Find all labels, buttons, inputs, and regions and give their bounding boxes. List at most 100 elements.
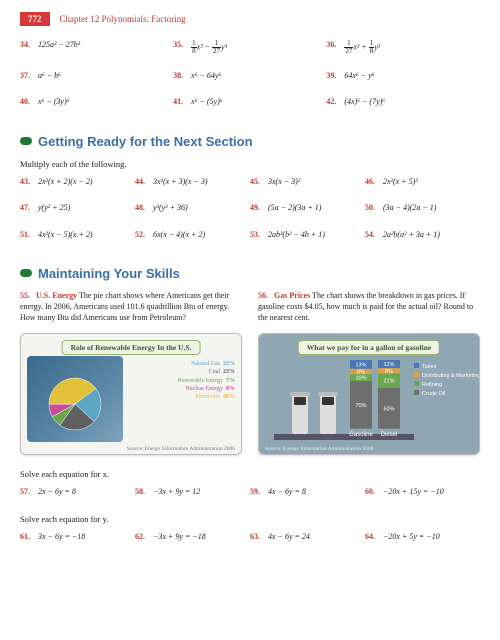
section-heading: Maintaining Your Skills <box>20 266 480 281</box>
problem-expression: (3a − 4)(2a − 1) <box>383 203 436 213</box>
problem-number: 38. <box>173 71 187 80</box>
problem: 35.18x³ − 127y³ <box>173 40 326 55</box>
problem-expression: 4x − 6y = 24 <box>268 532 310 542</box>
section-pill-icon <box>20 137 32 145</box>
legend-item: Petroleum40% <box>178 393 235 401</box>
problem-row: 40.x⁶ − (3y)⁶41.x⁶ − (5y)⁶42.(4x)⁶ − (7y… <box>20 97 480 113</box>
legend-value: 23% <box>223 368 235 376</box>
problem: 43. 2x²(x + 2)(x − 2) <box>20 177 135 187</box>
problem-expression: 2x²(x + 5)² <box>383 177 418 187</box>
svg-text:10%: 10% <box>355 376 366 382</box>
problem-expression: 4x²(x − 5)(x + 2) <box>38 230 93 240</box>
problem-expression: 3x − 6y = −18 <box>38 532 85 542</box>
problem: 59.4x − 6y = 8 <box>250 487 365 497</box>
problem-row: 47.y(y² + 25)48.y³(y² + 36)49.(5a − 2)(3… <box>20 203 480 219</box>
problem-number: 46. <box>365 177 379 186</box>
problem: 39.64x⁶ − y⁶ <box>326 71 479 81</box>
chart-photo-area <box>27 356 123 442</box>
legend-item: Nuclear Energy8% <box>178 385 235 393</box>
problem: 37. a⁶ − b⁶ <box>20 71 173 81</box>
legend-value: 7% <box>226 377 235 385</box>
pie-chart-card: Role of Renewable Energy In the U.S. Nat… <box>20 333 242 455</box>
section-title: Getting Ready for the Next Section <box>38 134 253 149</box>
legend-value: 8% <box>226 385 235 393</box>
problem: 45. 3x(x − 3)² <box>250 177 365 187</box>
problem-expression: 127x³ + 18y³ <box>344 40 380 55</box>
problem: 60. −20x + 15y = −10 <box>365 487 480 497</box>
legend-value: 23% <box>223 360 235 368</box>
instruction-text: Solve each equation for x. <box>20 469 480 479</box>
problem: 42. (4x)⁶ − (7y)⁶ <box>326 97 479 107</box>
section-title: Maintaining Your Skills <box>38 266 180 281</box>
page-number: 772 <box>20 12 50 26</box>
legend-label: Petroleum <box>195 393 220 401</box>
svg-text:21%: 21% <box>383 379 394 385</box>
problem-expression: 4x − 6y = 8 <box>268 487 306 497</box>
svg-text:60%: 60% <box>383 407 394 413</box>
problem-number: 61. <box>20 532 34 541</box>
chart-source: Source: Energy Information Administratio… <box>27 446 235 452</box>
problem-number: 43. <box>20 177 34 186</box>
problem-number: 44. <box>135 177 149 186</box>
chart-legend: Natural Gas23%Coal23%Renewable Energy7%N… <box>178 360 235 400</box>
problem-number: 45. <box>250 177 264 186</box>
problem: 34.125a³ − 27b³ <box>20 40 173 55</box>
problem-number: 40. <box>20 97 34 106</box>
problem-expression: 125a³ − 27b³ <box>38 40 80 50</box>
problem-row: 51.4x²(x − 5)(x + 2)52.6x(x − 4)(x + 2)5… <box>20 230 480 246</box>
problem: 36.127x³ + 18y³ <box>326 40 479 55</box>
problem: 64.−20x + 5y = −10 <box>365 532 480 542</box>
problem-number: 58. <box>135 487 149 496</box>
problem-expression: 2a²b(a² + 3a + 1) <box>383 230 440 240</box>
stacked-bar-card: What we pay for in a gallon of gasoline … <box>258 333 480 455</box>
problem-number: 52. <box>135 230 149 239</box>
legend-label: Renewable Energy <box>178 377 223 385</box>
svg-text:Refining: Refining <box>422 382 442 388</box>
problem-expression: −3x + 9y = 12 <box>153 487 200 497</box>
chapter-title: Chapter 12 Polynomials: Factoring <box>60 14 186 24</box>
svg-text:Diesel: Diesel <box>381 432 398 438</box>
problem-number: 54. <box>365 230 379 239</box>
problem-expression: 2ab³(b² − 4b + 1) <box>268 230 325 240</box>
problem: 44.3x²(x + 3)(x − 3) <box>135 177 250 187</box>
problem: 54. 2a²b(a² + 3a + 1) <box>365 230 480 240</box>
problem: 38.x⁶ − 64y⁶ <box>173 71 326 81</box>
problem: 58. −3x + 9y = 12 <box>135 487 250 497</box>
word-problem: 56. Gas Prices The chart shows the break… <box>258 291 480 323</box>
problem-expression: a⁶ − b⁶ <box>38 71 61 81</box>
legend-value: 40% <box>223 393 235 401</box>
instruction-text: Multiply each of the following. <box>20 159 480 169</box>
problem-number: 63. <box>250 532 264 541</box>
instruction-text: Solve each equation for y. <box>20 514 480 524</box>
problem-topic: Gas Prices <box>274 291 310 300</box>
word-problem: 55. U.S. Energy The pie chart shows wher… <box>20 291 242 323</box>
problem-expression: −20x + 15y = −10 <box>383 487 444 497</box>
problem-expression: 2x²(x + 2)(x − 2) <box>38 177 93 187</box>
problem-expression: (4x)⁶ − (7y)⁶ <box>344 97 385 107</box>
problem: 52.6x(x − 4)(x + 2) <box>135 230 250 240</box>
legend-label: Nuclear Energy <box>185 385 223 393</box>
section-pill-icon <box>20 269 32 277</box>
problem-number: 37. <box>20 71 34 80</box>
chart-title: Role of Renewable Energy In the U.S. <box>62 340 201 355</box>
problem-number: 60. <box>365 487 379 496</box>
svg-text:13%: 13% <box>355 363 366 369</box>
problem-number: 42. <box>326 97 340 106</box>
problem-row: 57.2x − 6y = 858.−3x + 9y = 1259.4x − 6y… <box>20 487 480 503</box>
chart-source: Source: Energy Information Administratio… <box>265 446 473 452</box>
problem: 63. 4x − 6y = 24 <box>250 532 365 542</box>
page-header: 772 Chapter 12 Polynomials: Factoring <box>20 12 480 26</box>
problem-number: 41. <box>173 97 187 106</box>
problem: 48.y³(y² + 36) <box>135 203 250 213</box>
problem-row: 61.3x − 6y = −1862.−3x + 9y = −1863.4x −… <box>20 532 480 548</box>
problem-topic: U.S. Energy <box>36 291 77 300</box>
problem: 61. 3x − 6y = −18 <box>20 532 135 542</box>
problem-row: 43. 2x²(x + 2)(x − 2) 44.3x²(x + 3)(x − 3)… <box>20 177 480 193</box>
problem-number: 51. <box>20 230 34 239</box>
pie-chart-icon <box>27 356 123 442</box>
problem-expression: 18x³ − 127y³ <box>191 40 227 55</box>
problem: 47.y(y² + 25) <box>20 203 135 213</box>
problem-number: 55. <box>20 291 30 300</box>
section-heading: Getting Ready for the Next Section <box>20 134 480 149</box>
problem-expression: 3x(x − 3)² <box>268 177 300 187</box>
